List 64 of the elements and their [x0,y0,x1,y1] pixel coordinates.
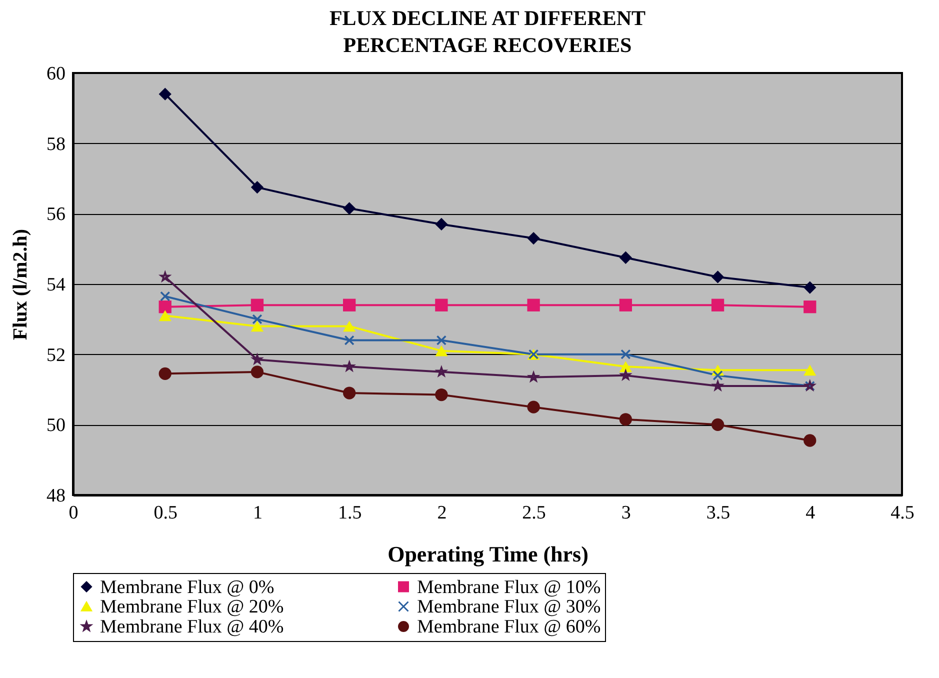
point [343,320,356,332]
point [712,380,723,390]
point [527,298,540,312]
point [158,367,172,380]
point [160,291,170,302]
point [527,400,540,414]
point [619,413,632,426]
legend-label: Membrane Flux @ 20% [100,596,284,618]
legend-label: Membrane Flux @ 40% [100,616,284,638]
point [435,218,448,231]
point [343,298,356,312]
point [344,335,354,346]
chart-title: FLUX DECLINE AT DIFFERENT PERCENTAGE RECOVERIES [329,6,646,57]
point [619,298,632,312]
x-tick-label: 4 [806,502,816,524]
x-tick-label: 1 [252,502,262,524]
point [250,320,264,332]
point [158,310,172,322]
legend-label: Membrane Flux @ 10% [417,576,601,598]
point [343,202,356,215]
point [158,88,172,100]
point [250,180,264,194]
y-tick-label: 48 [46,486,66,506]
point [620,370,631,380]
point [436,335,447,346]
legend-label: Membrane Flux @ 30% [417,596,601,618]
y-tick-label: 58 [46,134,66,155]
point [619,361,632,372]
x-tick-label: 3 [621,502,631,524]
x-tick-label: 2 [437,502,447,524]
x-tick-label: 2.5 [522,502,546,524]
x-tick-label: 3.5 [706,502,730,524]
point [158,300,172,314]
point [712,370,723,381]
x-tick-label: 0.5 [154,502,178,524]
legend-label: Membrane Flux @ 60% [417,616,601,638]
point [527,232,540,245]
point [804,364,816,376]
point [252,314,262,324]
y-tick-label: 52 [46,344,66,366]
point [250,366,264,378]
point [343,386,356,400]
legend-label: Membrane Flux @ 0% [100,576,274,598]
x-axis-title: Operating Time (hrs) [388,542,588,566]
point [435,345,448,356]
x-tick-label: 4.5 [890,502,914,524]
y-tick-label: 54 [46,274,66,296]
point [711,298,724,312]
point [804,434,816,447]
point [711,418,724,431]
point [619,251,632,264]
point [435,388,448,402]
point [435,298,448,312]
point [804,300,816,314]
point [620,349,631,360]
y-tick-label: 60 [46,64,66,84]
x-tick-label: 1.5 [338,502,362,524]
point [250,298,264,312]
y-axis-title: Flux (l/m2.h) [10,228,32,340]
point [804,281,816,294]
x-tick-label: 0 [68,502,78,524]
y-tick-label: 56 [46,204,66,226]
point [711,270,724,284]
y-tick-label: 50 [46,415,66,436]
